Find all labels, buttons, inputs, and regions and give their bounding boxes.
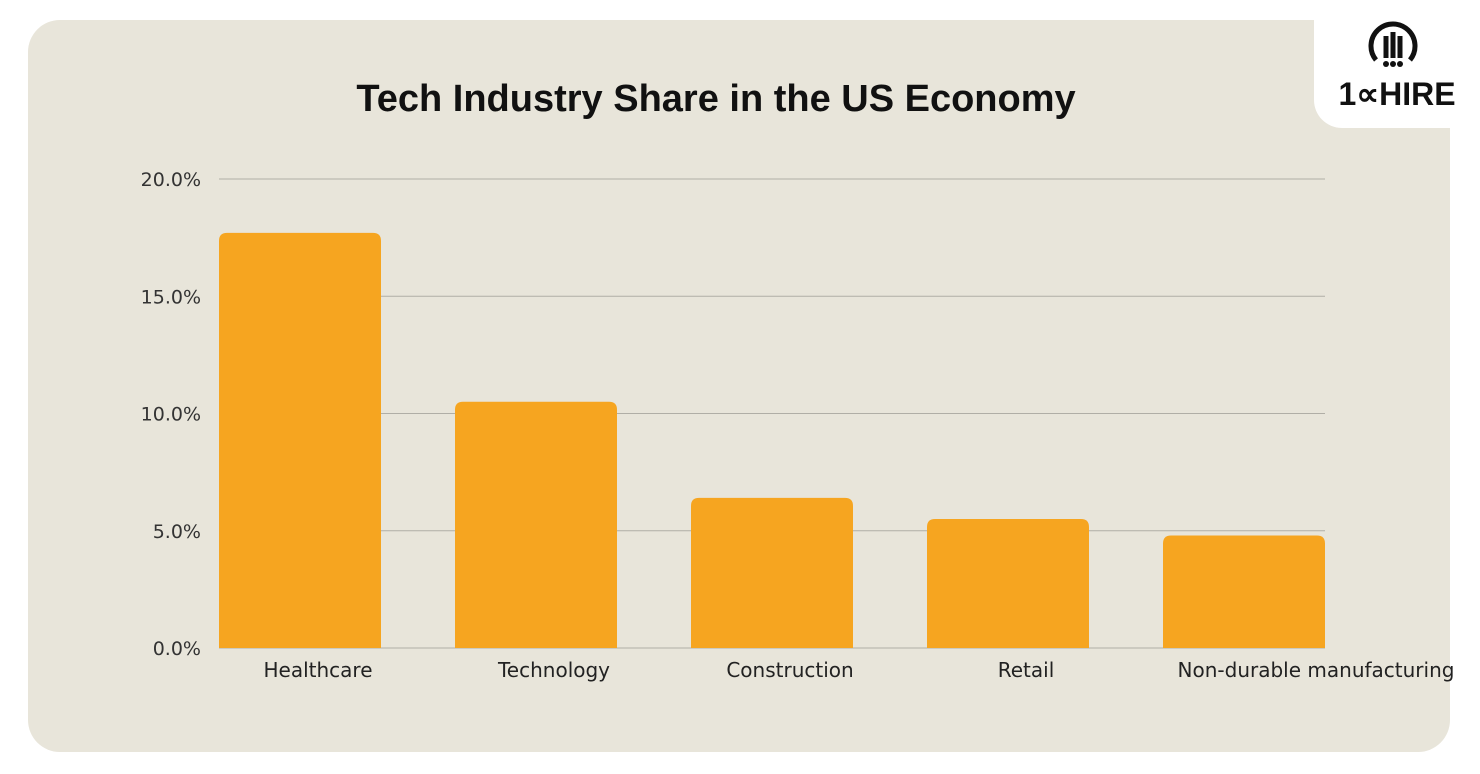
- y-tick-label: 20.0%: [141, 169, 201, 191]
- y-tick-label: 0.0%: [153, 638, 201, 660]
- bar-retail: [927, 519, 1089, 648]
- svg-text:1∝HIRE: 1∝HIRE: [1338, 76, 1455, 112]
- x-tick-label: Retail: [998, 658, 1055, 682]
- x-tick-label: Healthcare: [263, 658, 372, 682]
- x-tick-label: Construction: [726, 658, 853, 682]
- logo-icon: 1∝HIRE: [1338, 21, 1456, 112]
- bar-non-durable-manufacturing: [1163, 535, 1325, 648]
- chart-title: Tech Industry Share in the US Economy: [356, 78, 1076, 120]
- x-tick-label: Technology: [497, 658, 610, 682]
- logo: 1∝HIRE: [1314, 0, 1480, 128]
- y-tick-label: 10.0%: [141, 404, 201, 426]
- y-tick-label: 15.0%: [141, 286, 201, 308]
- x-tick-label: Non-durable manufacturing: [1178, 658, 1455, 682]
- y-tick-label: 5.0%: [153, 521, 201, 543]
- bar-healthcare: [219, 232, 381, 648]
- bar-technology: [455, 401, 617, 648]
- bar-construction: [691, 497, 853, 648]
